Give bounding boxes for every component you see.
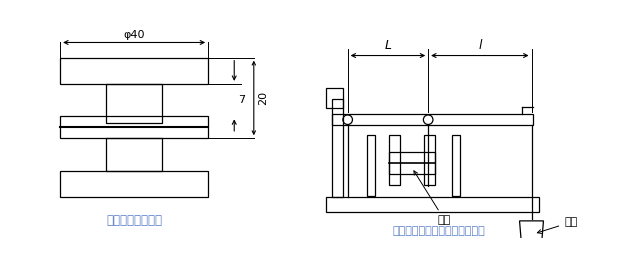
Bar: [60, 117, 208, 138]
Bar: [60, 171, 208, 197]
Bar: [332, 99, 343, 197]
Bar: [389, 152, 435, 174]
Bar: [326, 197, 539, 212]
Bar: [326, 88, 343, 108]
Bar: [60, 58, 208, 84]
Text: 试件: 试件: [414, 171, 451, 225]
Text: 7: 7: [239, 95, 246, 105]
Text: 20: 20: [258, 91, 268, 105]
Text: φ40: φ40: [124, 30, 145, 40]
Bar: [106, 138, 163, 171]
Bar: [389, 135, 400, 185]
Bar: [367, 135, 375, 196]
Text: 配重: 配重: [538, 217, 577, 233]
Text: 拉伸强度测定试件粘接加压装置: 拉伸强度测定试件粘接加压装置: [393, 226, 485, 236]
Text: L: L: [385, 39, 392, 52]
Text: l: l: [478, 39, 481, 52]
Bar: [452, 135, 460, 196]
Bar: [106, 84, 163, 123]
Bar: [332, 114, 532, 125]
Bar: [424, 135, 435, 185]
Text: 拉伸强度测定试件: 拉伸强度测定试件: [106, 214, 162, 227]
